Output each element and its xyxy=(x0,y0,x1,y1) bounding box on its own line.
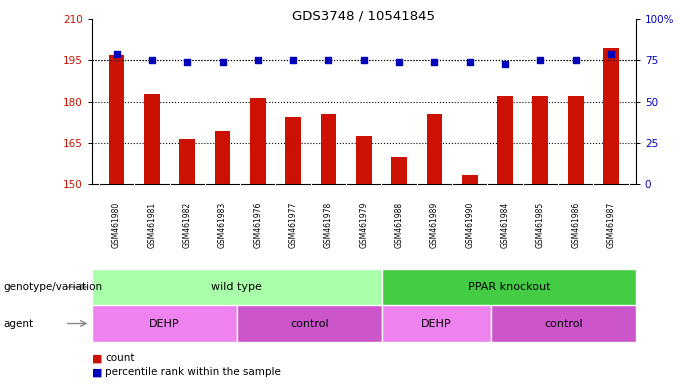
Point xyxy=(288,58,299,64)
Text: agent: agent xyxy=(3,318,33,329)
Text: GSM461990: GSM461990 xyxy=(465,202,474,248)
Text: PPAR knockout: PPAR knockout xyxy=(468,282,550,292)
Point xyxy=(111,51,122,57)
Text: percentile rank within the sample: percentile rank within the sample xyxy=(105,367,282,377)
Text: GSM461986: GSM461986 xyxy=(571,202,580,248)
Text: genotype/variation: genotype/variation xyxy=(3,282,103,292)
Point xyxy=(571,58,581,64)
Point xyxy=(394,59,405,65)
Text: GDS3748 / 10541845: GDS3748 / 10541845 xyxy=(292,10,435,23)
Point xyxy=(358,58,369,64)
Point xyxy=(429,59,440,65)
Text: GSM461988: GSM461988 xyxy=(394,202,404,248)
Bar xyxy=(237,305,382,342)
Bar xyxy=(92,269,382,305)
Bar xyxy=(382,269,636,305)
Point xyxy=(252,58,263,64)
Bar xyxy=(568,96,583,184)
Text: GSM461978: GSM461978 xyxy=(324,202,333,248)
Text: DEHP: DEHP xyxy=(421,318,452,329)
Bar xyxy=(426,114,443,184)
Text: GSM461983: GSM461983 xyxy=(218,202,227,248)
Text: control: control xyxy=(290,318,328,329)
Text: DEHP: DEHP xyxy=(149,318,180,329)
Bar xyxy=(320,114,337,184)
Bar xyxy=(180,139,195,184)
Text: GSM461979: GSM461979 xyxy=(359,202,369,248)
Point xyxy=(464,59,475,65)
Bar xyxy=(356,136,372,184)
Point xyxy=(146,58,157,64)
Text: wild type: wild type xyxy=(211,282,262,292)
Bar xyxy=(382,305,491,342)
Point xyxy=(217,59,228,65)
Point xyxy=(182,59,192,65)
Bar xyxy=(144,94,160,184)
Text: GSM461981: GSM461981 xyxy=(148,202,156,248)
Bar xyxy=(462,175,478,184)
Bar xyxy=(497,96,513,184)
Text: GSM461976: GSM461976 xyxy=(254,202,262,248)
Point xyxy=(323,58,334,64)
Text: GSM461989: GSM461989 xyxy=(430,202,439,248)
Text: GSM461984: GSM461984 xyxy=(500,202,509,248)
Bar xyxy=(491,305,636,342)
Text: GSM461987: GSM461987 xyxy=(607,202,615,248)
Text: GSM461985: GSM461985 xyxy=(536,202,545,248)
Bar xyxy=(532,96,548,184)
Text: GSM461977: GSM461977 xyxy=(288,202,298,248)
Text: GSM461982: GSM461982 xyxy=(183,202,192,248)
Bar xyxy=(215,131,231,184)
Text: ■: ■ xyxy=(92,353,102,363)
Bar xyxy=(92,305,237,342)
Point xyxy=(500,61,511,67)
Bar xyxy=(285,117,301,184)
Point xyxy=(606,51,617,57)
Text: GSM461980: GSM461980 xyxy=(112,202,121,248)
Bar xyxy=(250,98,266,184)
Text: count: count xyxy=(105,353,135,363)
Bar xyxy=(391,157,407,184)
Point xyxy=(535,58,546,64)
Bar xyxy=(109,55,124,184)
Text: ■: ■ xyxy=(92,367,102,377)
Bar xyxy=(603,48,619,184)
Text: control: control xyxy=(544,318,583,329)
